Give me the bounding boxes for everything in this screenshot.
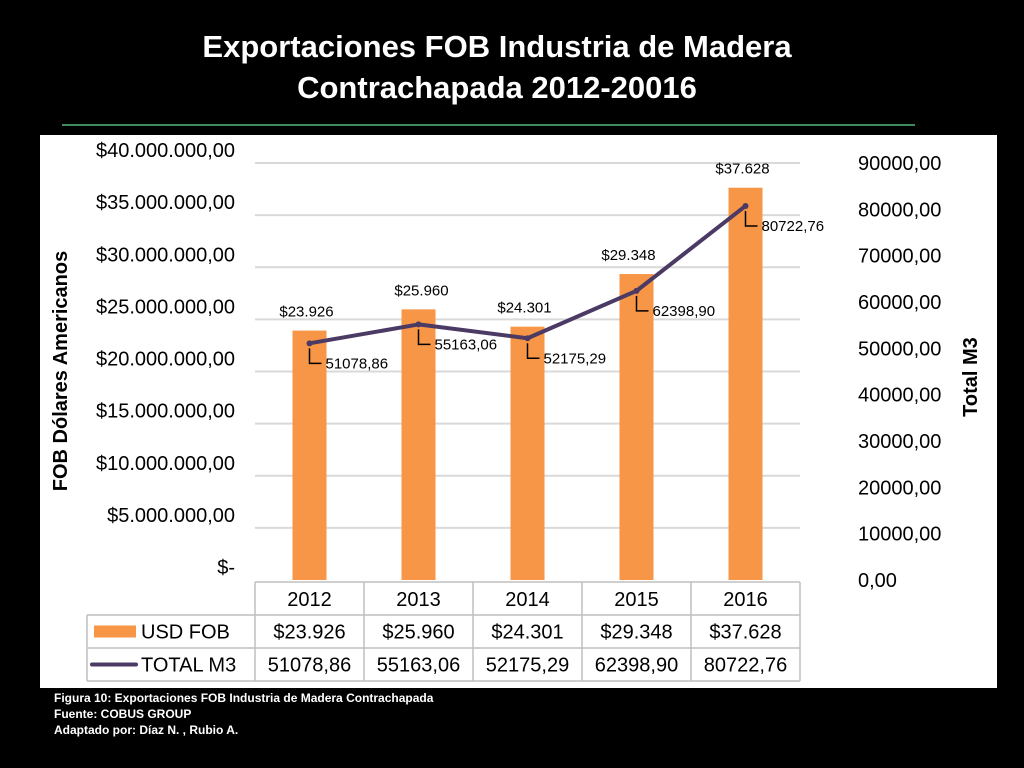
table-cell-value: 80722,76 <box>704 655 787 677</box>
table-cell-value: $37.628 <box>709 622 781 644</box>
table-cell-value: $23.926 <box>273 622 345 644</box>
caption-adapted: Adaptado por: Díaz N. , Rubio A. <box>54 723 239 737</box>
bar-data-label: $37.628 <box>715 161 769 178</box>
line-point-2015 <box>633 287 640 294</box>
caption-source: Fuente: COBUS GROUP <box>54 707 192 721</box>
figure-caption: Figura 10: Exportaciones FOB Industria d… <box>54 690 433 738</box>
y-axis-tick-label: $5.000.000,00 <box>107 505 235 527</box>
table-cell-value: $25.960 <box>382 622 454 644</box>
y-axis-tick-label: $40.000.000,00 <box>96 140 235 162</box>
y-axis-tick-label: $10.000.000,00 <box>96 453 235 475</box>
y-axis-title: FOB Dólares Americanos <box>50 251 72 491</box>
line-point-2013 <box>415 321 422 328</box>
table-cell-value: $29.348 <box>600 622 672 644</box>
line-label-leader <box>417 329 431 346</box>
y-axis-tick-label: $20.000.000,00 <box>96 349 235 371</box>
y2-axis-tick-label: 20000,00 <box>858 477 941 499</box>
legend-label: USD FOB <box>141 622 230 644</box>
x-axis-category-label: 2014 <box>505 589 550 611</box>
table-cell-value: 51078,86 <box>268 655 351 677</box>
y2-axis-tick-label: 0,00 <box>858 570 897 592</box>
line-label-leader <box>526 343 540 360</box>
x-axis-category-label: 2016 <box>723 589 768 611</box>
table-cell-value: $24.301 <box>491 622 563 644</box>
line-point-2012 <box>306 340 313 347</box>
line-point-2016 <box>742 202 749 209</box>
y-axis-tick-label: $30.000.000,00 <box>96 244 235 266</box>
line-total-m3 <box>309 204 747 346</box>
bar-usd-fob-2014 <box>510 326 545 580</box>
legend-key-usd-fob <box>94 625 136 638</box>
title-divider <box>62 124 915 126</box>
line-label-leader <box>635 295 649 312</box>
y2-axis-tick-label: 90000,00 <box>858 153 941 175</box>
table-cell-value: 55163,06 <box>377 655 460 677</box>
bar-data-label: $29.348 <box>601 247 655 264</box>
legend-label: TOTAL M3 <box>141 655 236 677</box>
line-data-label: 52175,29 <box>544 350 607 367</box>
line-data-label: 51078,86 <box>326 355 389 372</box>
y2-axis-tick-label: 50000,00 <box>858 338 941 360</box>
line-label-leader <box>744 210 758 227</box>
bar-data-label: $24.301 <box>497 300 551 317</box>
caption-figure: Figura 10: Exportaciones FOB Industria d… <box>54 691 434 705</box>
bar-usd-fob-2012 <box>292 330 327 580</box>
y2-axis-tick-label: 80000,00 <box>858 199 941 221</box>
y-axis-tick-label: $35.000.000,00 <box>96 192 235 214</box>
line-label-leader <box>308 348 322 365</box>
line-data-label: 80722,76 <box>762 218 825 235</box>
line-point-2014 <box>524 335 531 342</box>
line-data-label: 62398,90 <box>653 303 716 320</box>
bar-data-label: $25.960 <box>394 282 448 299</box>
y2-axis-tick-label: 10000,00 <box>858 524 941 546</box>
bar-usd-fob-2016 <box>728 187 763 581</box>
y-axis-tick-label: $- <box>217 557 235 579</box>
line-data-label: 55163,06 <box>435 336 498 353</box>
x-axis-category-label: 2015 <box>614 589 659 611</box>
bar-usd-fob-2013 <box>401 309 436 580</box>
slide-title-line-1: Exportaciones FOB Industria de Madera <box>202 29 792 64</box>
bar-data-label: $23.926 <box>279 304 333 321</box>
x-axis-category-label: 2013 <box>396 589 441 611</box>
combo-chart: $- $5.000.000,00 $10.000.000,00 $15.000.000… <box>50 140 982 682</box>
y2-axis-tick-label: 70000,00 <box>858 246 941 268</box>
y2-axis-title: Total M3 <box>960 337 982 417</box>
table-cell-value: 62398,90 <box>595 655 678 677</box>
x-axis-category-label: 2012 <box>287 589 332 611</box>
y2-axis-tick-label: 60000,00 <box>858 292 941 314</box>
slide-title: Exportaciones FOB Industria de Madera Co… <box>0 26 994 108</box>
y2-axis-tick-label: 30000,00 <box>858 431 941 453</box>
bar-usd-fob-2015 <box>619 274 654 580</box>
y-axis-tick-label: $15.000.000,00 <box>96 401 235 423</box>
chart-panel: $- $5.000.000,00 $10.000.000,00 $15.000.000… <box>40 135 997 688</box>
y2-axis-tick-label: 40000,00 <box>858 385 941 407</box>
table-cell-value: 52175,29 <box>486 655 569 677</box>
slide-title-line-2: Contrachapada 2012-20016 <box>297 70 697 105</box>
y-axis-tick-label: $25.000.000,00 <box>96 296 235 318</box>
